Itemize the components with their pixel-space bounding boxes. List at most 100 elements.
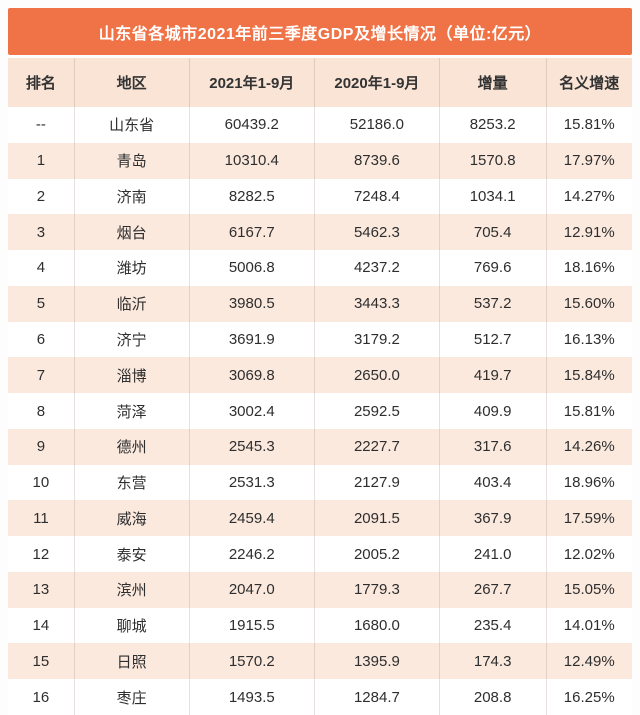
column-header-nominal-growth: 名义增速 xyxy=(559,75,620,92)
cell-gdp-2020: 2650.0 xyxy=(315,357,440,394)
cell-rank: 11 xyxy=(8,500,75,537)
cell-increment: 235.4 xyxy=(440,607,547,644)
cell-rank: 6 xyxy=(8,321,75,358)
cell-nominal-growth: 15.81% xyxy=(563,402,615,420)
cell-gdp-2020: 8739.6 xyxy=(315,142,440,179)
column-header-gdp-2021: 2021年1-9月 xyxy=(190,58,315,107)
cell-increment: 241.0 xyxy=(440,536,547,572)
cell-gdp-2021: 2246.2 xyxy=(190,536,315,572)
cell-gdp-2021: 3002.4 xyxy=(190,393,315,429)
cell-region: 济宁 xyxy=(75,321,190,358)
cell-region: 山东省 xyxy=(75,107,190,143)
cell-increment: 403.4 xyxy=(440,464,547,501)
cell-rank: 5 xyxy=(8,285,75,322)
column-header-gdp-2020: 2020年1-9月 xyxy=(315,58,440,107)
cell-rank: 13 xyxy=(8,571,75,608)
cell-rank: 12 xyxy=(8,536,75,572)
cell-nominal-growth: 17.97% xyxy=(563,152,615,170)
cell-gdp-2021: 1570.2 xyxy=(190,643,315,680)
column-header-region: 地区 xyxy=(75,58,190,107)
cell-nominal-growth: 15.84% xyxy=(563,366,615,384)
cell-gdp-2021: 2545.3 xyxy=(190,428,315,465)
cell-gdp-2020: 2005.2 xyxy=(315,536,440,572)
cell-nominal-growth: 16.13% xyxy=(563,330,615,348)
table-row: 1 青岛 10310.4 8739.6 1570.8 17.97% xyxy=(8,142,632,179)
cell-gdp-2020: 2091.5 xyxy=(315,500,440,537)
table-row: 5 临沂 3980.5 3443.3 537.2 15.60% xyxy=(8,285,632,322)
cell-increment: 267.7 xyxy=(440,571,547,608)
cell-region: 威海 xyxy=(75,500,190,537)
table-row: 2 济南 8282.5 7248.4 1034.1 14.27% xyxy=(8,178,632,215)
cell-gdp-2020: 7248.4 xyxy=(315,178,440,215)
cell-region: 德州 xyxy=(75,428,190,465)
cell-nominal-growth: 14.27% xyxy=(563,187,615,205)
cell-gdp-2020: 3179.2 xyxy=(315,321,440,358)
cell-rank: 9 xyxy=(8,428,75,465)
table-header-row: 排名 地区 2021年1-9月 2020年1-9月 增量 名义增速 xyxy=(8,58,632,107)
cell-gdp-2021: 3980.5 xyxy=(190,285,315,322)
cell-increment: 8253.2 xyxy=(440,107,547,143)
cell-rank: 16 xyxy=(8,679,75,715)
cell-region: 滨州 xyxy=(75,571,190,608)
table-body: -- 山东省 60439.2 52186.0 8253.2 15.81% 1 青岛 10310.… xyxy=(8,107,632,715)
cell-region: 日照 xyxy=(75,643,190,680)
cell-gdp-2021: 6167.7 xyxy=(190,214,315,251)
table-row: 8 菏泽 3002.4 2592.5 409.9 15.81% xyxy=(8,393,632,429)
cell-region: 临沂 xyxy=(75,285,190,322)
cell-region: 淄博 xyxy=(75,357,190,394)
cell-increment: 174.3 xyxy=(440,643,547,680)
table-row: 9 德州 2545.3 2227.7 317.6 14.26% xyxy=(8,428,632,465)
cell-gdp-2021: 2459.4 xyxy=(190,500,315,537)
cell-gdp-2020: 1680.0 xyxy=(315,607,440,644)
cell-region: 青岛 xyxy=(75,142,190,179)
cell-increment: 1570.8 xyxy=(440,142,547,179)
column-header-rank: 排名 xyxy=(8,58,75,107)
cell-gdp-2020: 1395.9 xyxy=(315,643,440,680)
cell-nominal-growth: 17.59% xyxy=(563,509,615,527)
table-row: 4 潍坊 5006.8 4237.2 769.6 18.16% xyxy=(8,250,632,286)
table-row: 7 淄博 3069.8 2650.0 419.7 15.84% xyxy=(8,357,632,394)
cell-gdp-2020: 1779.3 xyxy=(315,571,440,608)
cell-nominal-growth: 12.02% xyxy=(563,545,615,563)
cell-rank: 15 xyxy=(8,643,75,680)
cell-gdp-2021: 2531.3 xyxy=(190,464,315,501)
cell-increment: 317.6 xyxy=(440,428,547,465)
cell-rank: 14 xyxy=(8,607,75,644)
table-row: 14 聊城 1915.5 1680.0 235.4 14.01% xyxy=(8,607,632,644)
table-title-banner: 山东省各城市2021年前三季度GDP及增长情况（单位:亿元） xyxy=(8,8,632,55)
cell-increment: 1034.1 xyxy=(440,178,547,215)
column-header-increment: 增量 xyxy=(440,58,547,107)
cell-region: 枣庄 xyxy=(75,679,190,715)
cell-rank: 3 xyxy=(8,214,75,251)
cell-region: 潍坊 xyxy=(75,250,190,286)
table-title: 山东省各城市2021年前三季度GDP及增长情况（单位:亿元） xyxy=(98,25,542,43)
cell-gdp-2021: 60439.2 xyxy=(190,107,315,143)
cell-increment: 409.9 xyxy=(440,393,547,429)
cell-gdp-2020: 52186.0 xyxy=(315,107,440,143)
table-row: 10 东营 2531.3 2127.9 403.4 18.96% xyxy=(8,464,632,501)
cell-gdp-2021: 5006.8 xyxy=(190,250,315,286)
cell-nominal-growth: 18.16% xyxy=(563,259,615,277)
cell-nominal-growth: 16.25% xyxy=(563,688,615,706)
cell-nominal-growth: 15.81% xyxy=(563,116,615,134)
cell-rank: 8 xyxy=(8,393,75,429)
cell-nominal-growth: 15.05% xyxy=(563,581,615,599)
table-row: 15 日照 1570.2 1395.9 174.3 12.49% xyxy=(8,643,632,680)
cell-increment: 537.2 xyxy=(440,285,547,322)
cell-gdp-2020: 2127.9 xyxy=(315,464,440,501)
cell-gdp-2020: 3443.3 xyxy=(315,285,440,322)
table-row: 6 济宁 3691.9 3179.2 512.7 16.13% xyxy=(8,321,632,358)
table-row: 12 泰安 2246.2 2005.2 241.0 12.02% xyxy=(8,536,632,572)
cell-gdp-2021: 10310.4 xyxy=(190,142,315,179)
cell-rank: 4 xyxy=(8,250,75,286)
table-row: 16 枣庄 1493.5 1284.7 208.8 16.25% xyxy=(8,679,632,715)
cell-rank: -- xyxy=(8,107,75,143)
cell-region: 济南 xyxy=(75,178,190,215)
cell-increment: 208.8 xyxy=(440,679,547,715)
cell-rank: 2 xyxy=(8,178,75,215)
cell-rank: 10 xyxy=(8,464,75,501)
cell-region: 聊城 xyxy=(75,607,190,644)
cell-increment: 705.4 xyxy=(440,214,547,251)
cell-rank: 7 xyxy=(8,357,75,394)
